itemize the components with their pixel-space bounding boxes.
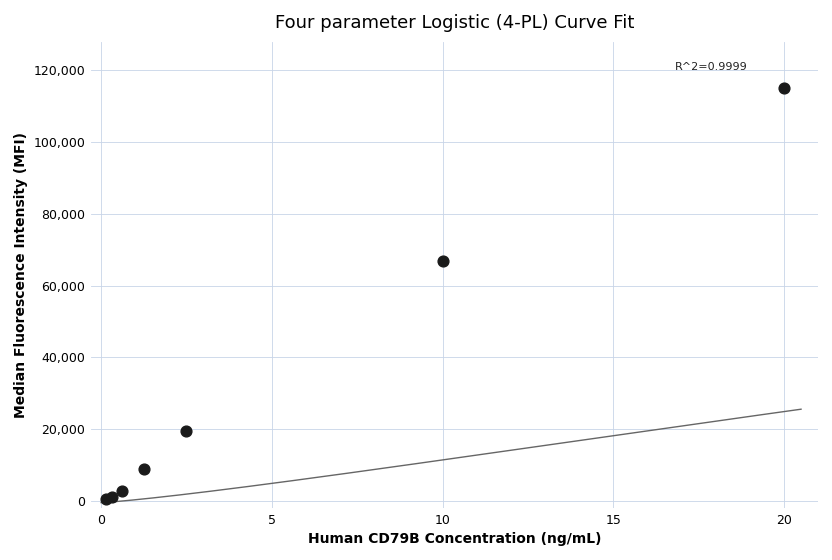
Text: R^2=0.9999: R^2=0.9999 xyxy=(675,62,747,72)
Point xyxy=(137,464,151,473)
X-axis label: Human CD79B Concentration (ng/mL): Human CD79B Concentration (ng/mL) xyxy=(308,532,602,546)
Title: Four parameter Logistic (4-PL) Curve Fit: Four parameter Logistic (4-PL) Curve Fit xyxy=(275,14,634,32)
Point xyxy=(105,492,118,501)
Point xyxy=(777,84,790,93)
Point xyxy=(436,256,449,265)
Point xyxy=(100,495,113,504)
Y-axis label: Median Fluorescence Intensity (MFI): Median Fluorescence Intensity (MFI) xyxy=(14,132,28,418)
Point xyxy=(116,486,129,495)
Point xyxy=(180,426,193,435)
